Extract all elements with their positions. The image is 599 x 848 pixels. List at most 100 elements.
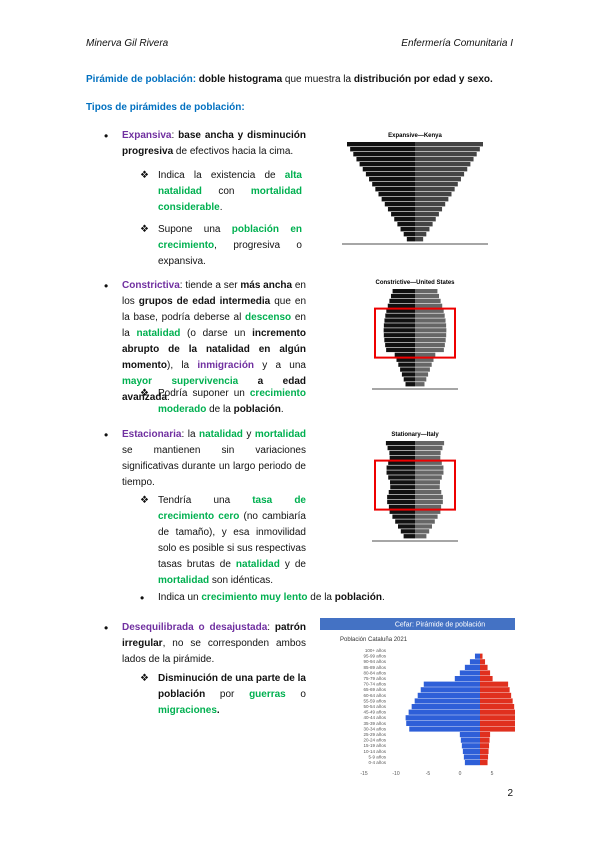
text-run: Podría suponer un bbox=[158, 388, 250, 399]
female-bar bbox=[480, 743, 490, 749]
sub-text: Disminución de una parte de la población… bbox=[158, 671, 306, 719]
pyramid-bar bbox=[415, 534, 427, 539]
pyramid-bar bbox=[381, 197, 415, 202]
pyramid-bar bbox=[415, 167, 468, 172]
text-run: . bbox=[216, 705, 220, 716]
pyramid-bar bbox=[415, 524, 432, 529]
pyramid-bar bbox=[415, 187, 455, 192]
pyramid-bar bbox=[396, 357, 415, 362]
text-run: grupos de edad intermedia bbox=[138, 296, 271, 307]
text-run: doble histograma bbox=[196, 74, 283, 85]
text-run: en la bbox=[122, 312, 306, 339]
male-bar bbox=[414, 698, 480, 704]
pyramid-bar bbox=[415, 318, 446, 323]
pyramid-bar bbox=[394, 217, 415, 222]
pyramid-bar bbox=[385, 441, 415, 446]
sub-bullet: ❖ bbox=[140, 388, 149, 399]
pyramid-bar bbox=[415, 372, 429, 377]
intro: Pirámide de población: doble histograma … bbox=[86, 72, 526, 88]
text-run: : bbox=[267, 622, 275, 633]
male-bar bbox=[406, 720, 480, 726]
female-bar bbox=[480, 754, 489, 760]
pyramid-bar bbox=[383, 328, 415, 333]
pyramid-bar bbox=[415, 182, 458, 187]
male-bar bbox=[462, 748, 480, 754]
pyramid-bar bbox=[415, 519, 435, 524]
text-run: población bbox=[334, 592, 382, 603]
pyramid-bar bbox=[372, 182, 415, 187]
pyramid-bar bbox=[378, 192, 415, 197]
male-bar bbox=[464, 664, 480, 670]
pyramid-bar bbox=[359, 162, 415, 167]
pyramid-bar bbox=[400, 227, 415, 232]
pyramid-bar bbox=[389, 509, 415, 514]
pyramid-bar bbox=[384, 318, 415, 323]
pyramid-bar bbox=[415, 308, 444, 313]
pyramid-bar bbox=[384, 338, 415, 343]
pyramid-bar bbox=[403, 377, 415, 382]
text-run: se mantienen sin variaciones significati… bbox=[122, 445, 306, 488]
female-bar bbox=[480, 653, 483, 659]
female-bar bbox=[480, 720, 515, 726]
note-text: Indica un crecimiento muy lento de la po… bbox=[158, 590, 488, 606]
age-label: 60-64 años bbox=[363, 693, 386, 698]
pyramid-bar bbox=[365, 172, 415, 177]
pyramid-bar bbox=[415, 298, 441, 304]
text-run: Constrictiva bbox=[122, 280, 180, 291]
female-bar bbox=[480, 732, 491, 738]
male-bar bbox=[417, 692, 480, 698]
pyramid-bar bbox=[415, 289, 438, 294]
text-run: que muestra la bbox=[282, 74, 354, 85]
section-text: Constrictiva: tiende a ser más ancha en … bbox=[122, 278, 306, 406]
x-tick-label: -10 bbox=[392, 771, 399, 777]
bullet: • bbox=[104, 621, 109, 635]
pyramid-bar bbox=[415, 197, 449, 202]
text-run: tasa de crecimiento cero bbox=[158, 495, 306, 522]
pyramid-bar bbox=[415, 460, 442, 465]
pyramid-bar bbox=[415, 227, 430, 232]
pyramid-bar bbox=[415, 192, 452, 197]
pyramid-bar bbox=[389, 450, 415, 456]
pyramid-bar bbox=[415, 162, 471, 167]
text-run: en los bbox=[122, 280, 306, 307]
age-label: 10-14 años bbox=[363, 749, 386, 754]
pyramid-bar bbox=[415, 313, 445, 318]
text-run: . bbox=[167, 392, 170, 403]
pyramid-bar bbox=[415, 142, 483, 147]
sub-text: Podría suponer un crecimiento moderado d… bbox=[158, 386, 306, 418]
sub-bullet: ❖ bbox=[140, 224, 149, 235]
text-run: y bbox=[242, 429, 255, 440]
page-number: 2 bbox=[507, 788, 513, 799]
text-run: Supone una bbox=[158, 224, 232, 235]
age-label: 5-9 años bbox=[368, 754, 386, 759]
pyramid-bar bbox=[387, 494, 415, 500]
highlight-box bbox=[374, 307, 456, 359]
figure-title: Constrictive—United States bbox=[375, 280, 455, 286]
age-label: 45-49 años bbox=[363, 710, 386, 715]
pyramid-bar bbox=[353, 152, 415, 157]
header-author: Minerva Gil Rivera bbox=[86, 38, 169, 49]
pyramid-bar bbox=[415, 207, 443, 212]
text-run: base ancha y disminución progresiva bbox=[122, 130, 307, 157]
pyramid-bar bbox=[391, 212, 415, 217]
pyramid-bar bbox=[415, 514, 438, 519]
sub-bullet: ❖ bbox=[140, 170, 149, 181]
pyramid-bar bbox=[415, 382, 425, 387]
pyramid-bar bbox=[400, 367, 415, 372]
x-tick-label: -15 bbox=[360, 771, 367, 777]
pyramid-bar bbox=[394, 352, 415, 357]
text-run: población bbox=[233, 404, 281, 415]
pyramid-bar bbox=[415, 362, 432, 367]
text-run: de la bbox=[307, 592, 335, 603]
pyramid-bar bbox=[415, 323, 447, 328]
text-run: descenso bbox=[245, 312, 292, 323]
female-bar bbox=[480, 737, 490, 743]
pyramid-figure: Stationary—Italy bbox=[372, 432, 458, 542]
text-run: , progresiva o expansiva. bbox=[158, 240, 302, 267]
text-run: Tendría una bbox=[158, 495, 253, 506]
age-label: 40-44 años bbox=[363, 715, 386, 720]
pyramid-bar bbox=[389, 455, 415, 460]
bullet: • bbox=[104, 428, 109, 442]
pyramid-bar bbox=[415, 202, 446, 207]
male-bar bbox=[409, 726, 480, 732]
